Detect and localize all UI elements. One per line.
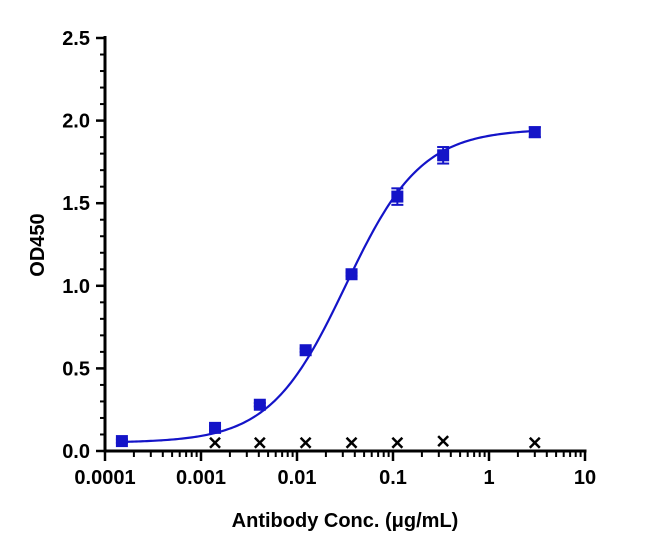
data-point-series-1 [115,435,128,448]
data-point-series-2 [299,436,312,449]
x-tick-label: 0.0001 [74,467,135,489]
data-point-series-2 [209,436,221,449]
x-marker-stroke [253,436,266,449]
data-point-series-1 [528,126,541,139]
y-tick-label: 1.5 [62,193,90,215]
y-tick-label: 1.0 [62,276,90,298]
x-marker-stroke [209,436,221,449]
data-point-series-2 [391,436,404,449]
data-point-series-1 [209,421,222,434]
x-tick-label: 1 [483,467,494,489]
data-point-series-2 [253,436,266,449]
x-tick-label: 10 [574,467,596,489]
data-point-series-1 [391,190,404,203]
axes [103,36,587,453]
x-tick-label: 0.01 [278,467,317,489]
x-axis-title: Antibody Conc. (μg/mL) [232,510,459,532]
data-points [115,126,541,449]
data-point-series-2 [437,435,450,447]
x-marker-stroke [299,436,312,449]
y-tick-label: 0.0 [62,441,90,463]
data-point-series-2 [528,436,541,449]
x-marker-stroke [391,436,404,449]
fit-curves [121,129,535,443]
x-marker-stroke [437,435,450,447]
data-point-series-1 [299,344,312,357]
x-tick-label: 0.1 [379,467,407,489]
y-tick-label: 2.5 [62,28,90,50]
y-axis-title: OD450 [27,213,49,276]
y-tick-label: 0.5 [62,358,90,380]
data-point-series-1 [253,398,266,411]
data-point-series-1 [345,268,358,281]
fit-curve-series-1 [121,129,535,443]
data-point-series-1 [437,149,450,162]
x-marker-stroke [528,436,541,449]
x-marker-stroke [345,436,358,449]
data-point-series-2 [345,436,358,449]
y-tick-label: 2.0 [62,111,90,133]
x-tick-label: 0.001 [176,467,226,489]
axis-ticks: 0.0 0.5 1.0 1.5 2.0 2.5 0.0001 0.001 0.01 0.1 1 10 [62,28,596,489]
